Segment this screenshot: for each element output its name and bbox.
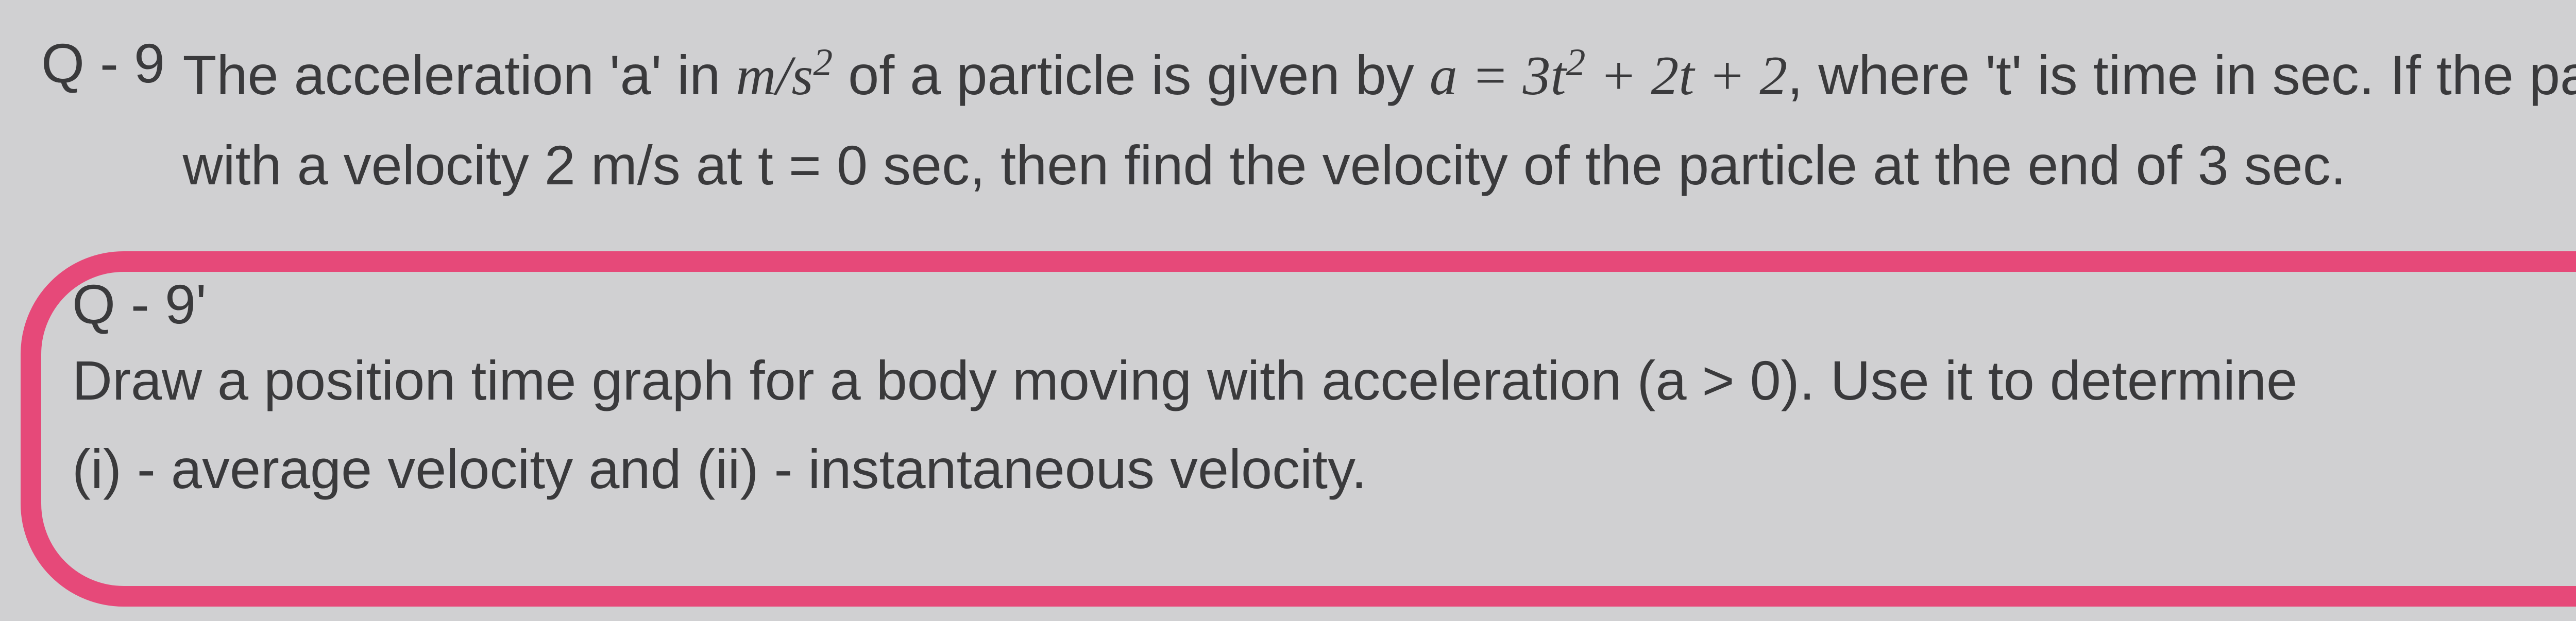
q9-text-segment-1: The acceleration 'a' in (183, 44, 736, 106)
question-9-prime: Q - 9' Draw a position time graph for a … (72, 272, 2576, 514)
q9p-text-segment-1: Draw a position time graph for a body mo… (72, 349, 2297, 411)
question-9-prime-label: Q - 9' (72, 272, 207, 336)
question-9: Q - 9 The acceleration 'a' in m/s2 of a … (41, 31, 2576, 210)
q9-text-segment-2: of a particle is given by (833, 44, 1430, 106)
question-9-label: Q - 9 (41, 31, 165, 95)
q9p-text-segment-2: (i) - average velocity and (ii) - instan… (72, 438, 1367, 500)
q9-equation: a = 3t2 + 2t + 2 (1430, 45, 1787, 107)
question-9-text: The acceleration 'a' in m/s2 of a partic… (183, 31, 2576, 210)
question-9-prime-text: Draw a position time graph for a body mo… (72, 336, 2576, 514)
document-page: Q - 9 The acceleration 'a' in m/s2 of a … (0, 0, 2576, 621)
question-9-prime-highlight: Q - 9' Draw a position time graph for a … (41, 251, 2576, 576)
q9-unit: m/s2 (736, 45, 833, 107)
